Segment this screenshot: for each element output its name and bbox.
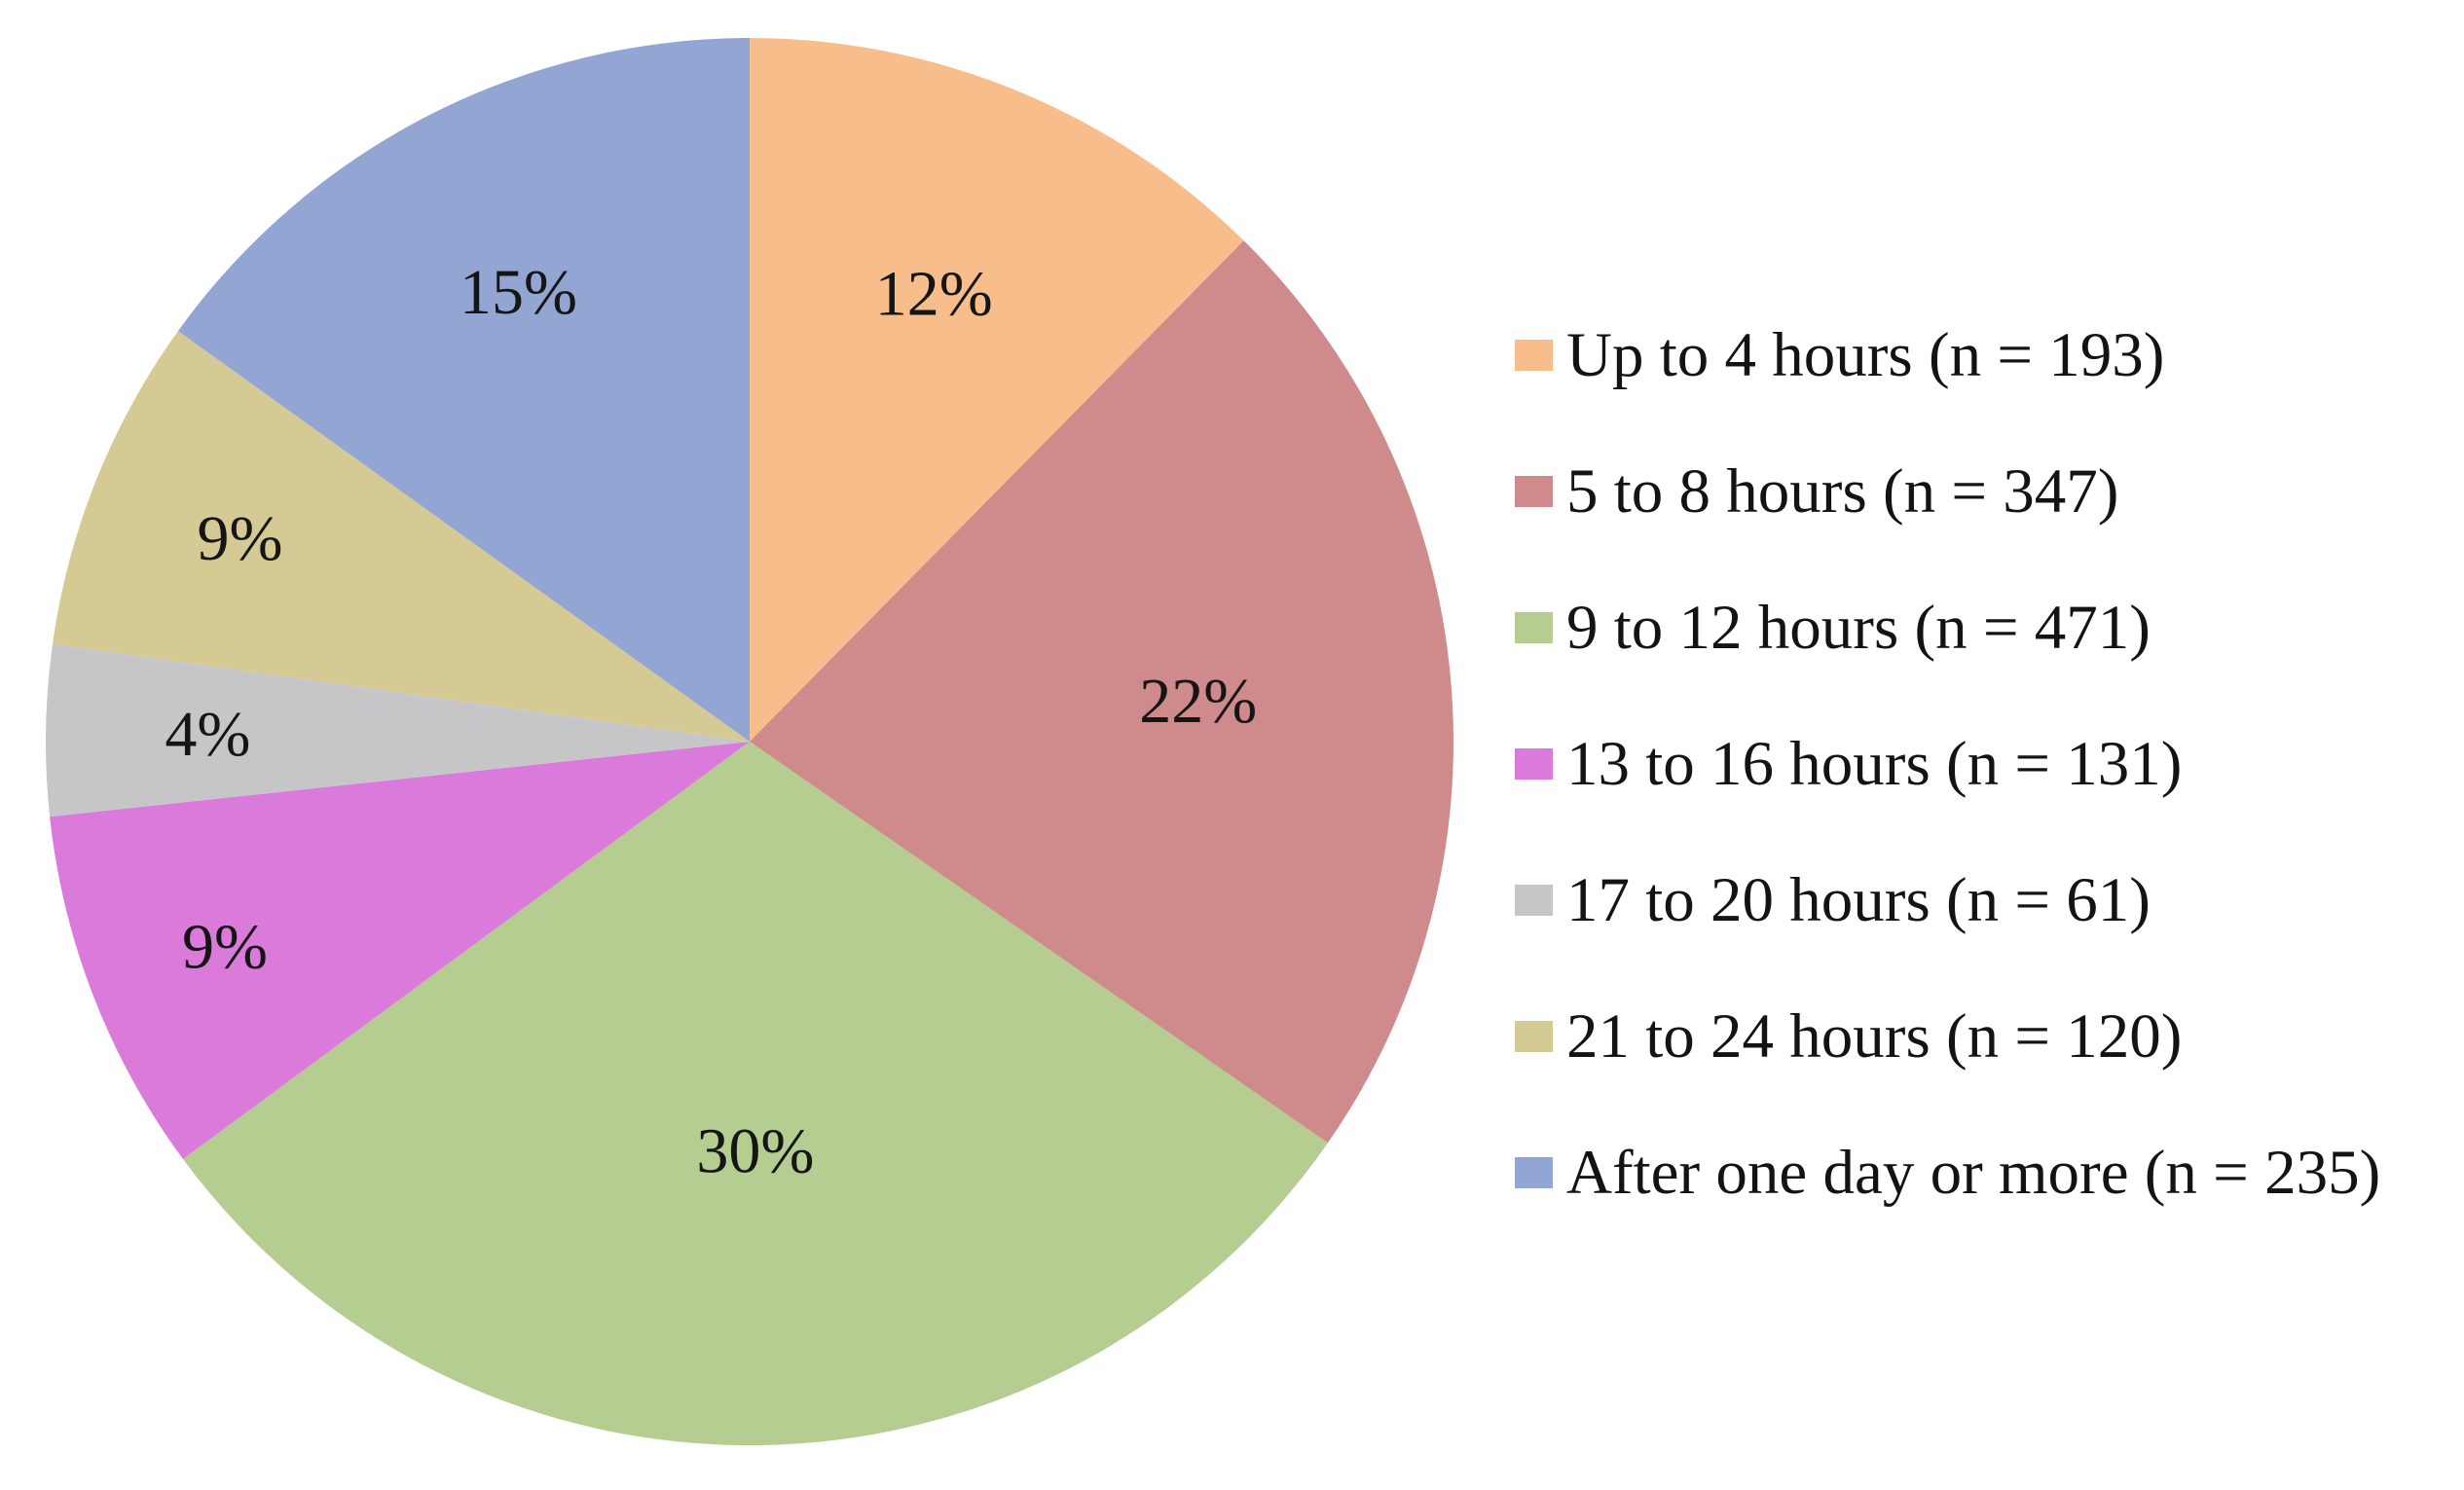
legend-swatch-21-to-24-hours [1515,1021,1553,1052]
slice-percent-label-13-to-16-hours: 9% [182,912,268,983]
chart-legend: Up to 4 hours (n = 193) 5 to 8 hours (n =… [1515,287,2380,1241]
legend-label-9-to-12-hours: 9 to 12 hours (n = 471) [1566,592,2151,663]
pie-slice-21-to-24-hours [53,331,750,742]
pie-slice-after-one-day-or-more [177,38,750,742]
slice-percent-label-after-one-day-or-more: 15% [460,257,577,328]
legend-label-after-one-day-or-more: After one day or more (n = 235) [1566,1137,2381,1208]
legend-swatch-13-to-16-hours [1515,748,1553,780]
legend-label-21-to-24-hours: 21 to 24 hours (n = 120) [1566,1000,2183,1072]
pie-slice-17-to-20-hours [45,643,750,818]
pie-slice-9-to-12-hours [183,742,1328,1446]
legend-item-13-to-16-hours: 13 to 16 hours (n = 131) [1515,696,2380,832]
legend-label-5-to-8-hours: 5 to 8 hours (n = 347) [1566,455,2119,527]
legend-swatch-9-to-12-hours [1515,612,1553,643]
legend-swatch-after-one-day-or-more [1515,1157,1553,1188]
pie-slice-5-to-8-hours [750,240,1454,1144]
pie-slice-13-to-16-hours [50,742,751,1159]
legend-swatch-up-to-4-hours [1515,340,1553,371]
legend-item-17-to-20-hours: 17 to 20 hours (n = 61) [1515,832,2380,968]
slice-percent-label-17-to-20-hours: 4% [165,699,250,770]
slice-percent-label-9-to-12-hours: 30% [696,1115,814,1186]
legend-item-up-to-4-hours: Up to 4 hours (n = 193) [1515,287,2380,423]
legend-swatch-17-to-20-hours [1515,885,1553,916]
legend-label-up-to-4-hours: Up to 4 hours (n = 193) [1566,319,2165,390]
slice-percent-label-up-to-4-hours: 12% [875,258,993,329]
legend-label-13-to-16-hours: 13 to 16 hours (n = 131) [1566,728,2183,799]
legend-item-9-to-12-hours: 9 to 12 hours (n = 471) [1515,560,2380,696]
legend-swatch-5-to-8-hours [1515,476,1553,507]
legend-item-21-to-24-hours: 21 to 24 hours (n = 120) [1515,968,2380,1105]
pie-slice-up-to-4-hours [750,38,1244,742]
slice-percent-label-5-to-8-hours: 22% [1139,666,1257,737]
slice-percent-label-21-to-24-hours: 9% [198,503,283,574]
legend-item-after-one-day-or-more: After one day or more (n = 235) [1515,1105,2380,1241]
legend-item-5-to-8-hours: 5 to 8 hours (n = 347) [1515,423,2380,560]
legend-label-17-to-20-hours: 17 to 20 hours (n = 61) [1566,864,2151,935]
